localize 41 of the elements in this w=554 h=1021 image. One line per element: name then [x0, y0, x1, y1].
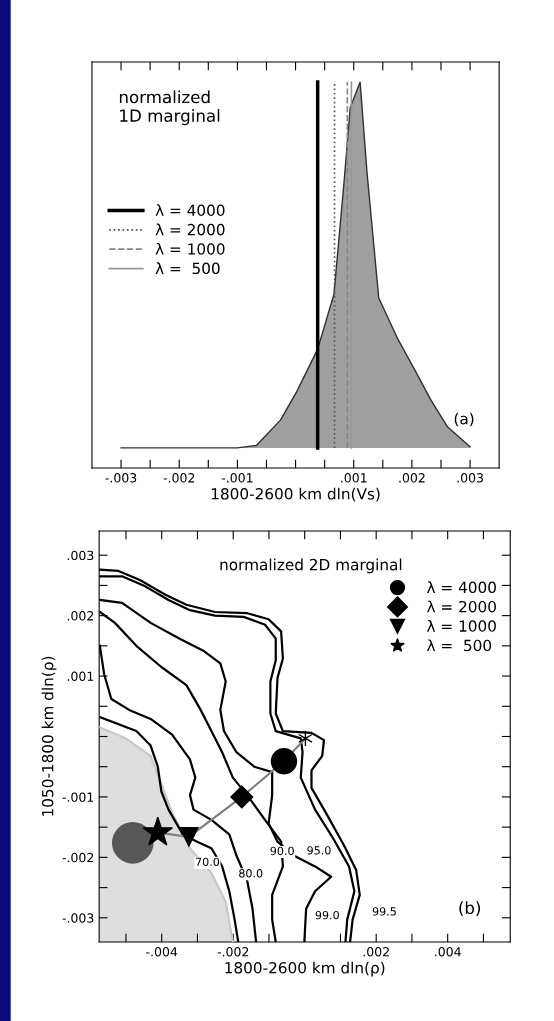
- x-tick-label: -.004: [146, 947, 178, 957]
- y-tick-label: .003: [67, 550, 94, 561]
- x-tick-label: .002: [363, 947, 389, 957]
- x-tick-label: .003: [457, 473, 483, 483]
- annotation: 99.5: [372, 907, 396, 916]
- legend-label: λ = 2000: [426, 600, 496, 613]
- annotation: 99.0: [315, 910, 339, 920]
- annotation: normalized 1D marginal: [119, 90, 220, 126]
- point: [179, 827, 199, 847]
- x-tick-label: -.003: [105, 473, 137, 483]
- x-tick-label: -.002: [163, 473, 195, 483]
- annotation: 90.0: [270, 846, 294, 856]
- legend-label: λ = 2000: [155, 223, 225, 236]
- x-tick-label: -.002: [217, 947, 249, 957]
- annotation: normalized 2D marginal: [220, 558, 402, 574]
- legend-label: λ = 500: [426, 639, 492, 652]
- legend-label: λ = 4000: [155, 204, 225, 217]
- legend-label: λ = 500: [155, 262, 220, 275]
- x-tick-label: .001: [341, 473, 367, 483]
- annotation: (a): [454, 412, 474, 427]
- legend-label: λ = 1000: [155, 242, 225, 255]
- y-tick-label: -.003: [62, 913, 94, 923]
- point: [230, 785, 254, 809]
- annotation: 80.0: [239, 869, 263, 878]
- point: [142, 816, 174, 846]
- x-axis-title: 1800-2600 km dln(ρ): [225, 961, 385, 977]
- x-tick-label: .004: [435, 947, 461, 957]
- annotation: 70.0: [196, 857, 220, 867]
- x-axis-title: 1800-2600 km dln(Vs): [211, 487, 380, 502]
- legend-label: λ = 1000: [426, 620, 496, 632]
- annotation: 95.0: [307, 846, 331, 855]
- point: [270, 748, 298, 775]
- x-tick-label: -.001: [221, 473, 253, 483]
- y-tick-label: .001: [67, 671, 94, 681]
- y-axis-title: 1050-1800 km dln(ρ): [41, 656, 57, 816]
- legend-label: λ = 4000: [426, 581, 496, 594]
- annotation: (b): [459, 901, 481, 917]
- y-tick-label: -.002: [62, 852, 94, 863]
- y-tick-label: -.001: [62, 792, 94, 802]
- y-tick-label: .002: [67, 611, 94, 621]
- x-tick-label: .002: [399, 473, 425, 483]
